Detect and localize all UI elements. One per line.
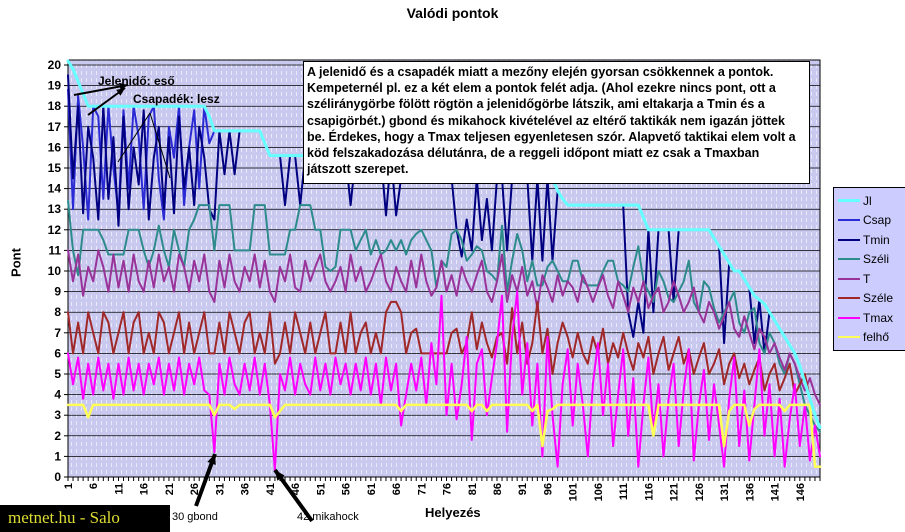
- svg-text:146: 146: [795, 483, 807, 501]
- annotation-gbond: 30 gbond: [172, 511, 218, 523]
- x-axis-title: Helyezés: [425, 505, 481, 520]
- svg-text:21: 21: [164, 483, 176, 495]
- svg-text:1: 1: [54, 449, 61, 463]
- svg-text:126: 126: [694, 483, 706, 501]
- svg-text:13: 13: [48, 202, 62, 216]
- svg-text:31: 31: [214, 483, 226, 495]
- svg-text:51: 51: [315, 483, 327, 495]
- series-T: [67, 249, 821, 406]
- legend-swatch: [838, 219, 860, 222]
- svg-text:5: 5: [54, 367, 61, 381]
- svg-text:36: 36: [240, 483, 252, 495]
- svg-text:4: 4: [54, 388, 61, 402]
- svg-text:111: 111: [618, 483, 630, 500]
- legend-item-Jl: Jl: [838, 191, 905, 211]
- svg-text:1: 1: [63, 483, 75, 489]
- svg-text:61: 61: [366, 483, 378, 495]
- annotation-mikahock: 42 mikahock: [297, 511, 359, 523]
- legend-swatch: [838, 336, 860, 339]
- legend-swatch: [838, 277, 860, 280]
- x-tick-labels: 1 6 11 16 21 26 31 36 41 46 51 56 61 66 71 76 81 86 91 96 10…: [63, 483, 807, 501]
- svg-text:3: 3: [54, 408, 61, 422]
- annotation-jelenido: Jelenidő: eső: [98, 74, 175, 88]
- legend-label: Széli: [863, 252, 890, 267]
- legend-swatch: [838, 238, 860, 241]
- svg-text:7: 7: [54, 326, 61, 340]
- legend-item-T: T: [838, 269, 905, 289]
- svg-text:101: 101: [568, 483, 580, 501]
- legend-item-Tmax: Tmax: [838, 308, 905, 328]
- svg-text:81: 81: [467, 483, 479, 495]
- svg-text:15: 15: [48, 161, 62, 175]
- legend-swatch: [838, 258, 860, 261]
- svg-text:71: 71: [416, 483, 428, 495]
- svg-text:86: 86: [492, 483, 504, 495]
- svg-text:0: 0: [54, 470, 61, 484]
- legend-label: Tmax: [863, 310, 893, 325]
- svg-text:91: 91: [517, 483, 529, 495]
- legend: Jl Csap Tmin Széli T Széle Tmax felhő: [833, 187, 905, 351]
- x-ticks: [67, 477, 821, 481]
- legend-label: felhő: [863, 330, 890, 345]
- svg-text:121: 121: [669, 483, 681, 501]
- svg-text:16: 16: [48, 140, 62, 154]
- svg-text:41: 41: [265, 483, 277, 495]
- chart-title: Valódi pontok: [406, 5, 499, 21]
- legend-item-Széle: Széle: [838, 289, 905, 309]
- legend-label: T: [863, 271, 871, 286]
- svg-text:17: 17: [48, 120, 62, 134]
- svg-text:141: 141: [770, 483, 782, 501]
- legend-swatch: [838, 199, 860, 203]
- annotation-csapadek: Csapadék: lesz: [133, 92, 220, 106]
- svg-text:6: 6: [88, 483, 100, 489]
- annotation-arrows: [73, 82, 314, 523]
- svg-text:26: 26: [189, 483, 201, 495]
- svg-text:66: 66: [391, 483, 403, 495]
- svg-text:18: 18: [48, 99, 62, 113]
- svg-text:16: 16: [139, 483, 151, 495]
- svg-text:106: 106: [593, 483, 605, 501]
- svg-text:96: 96: [542, 483, 554, 495]
- svg-text:131: 131: [719, 483, 731, 501]
- legend-item-Csap: Csap: [838, 211, 905, 231]
- legend-label: Széle: [863, 291, 894, 306]
- legend-item-Tmin: Tmin: [838, 230, 905, 250]
- svg-text:14: 14: [48, 182, 62, 196]
- comment-textbox: A jelenidő és a csapadék miatt a mezőny …: [303, 61, 810, 184]
- legend-item-Széli: Széli: [838, 250, 905, 270]
- svg-text:11: 11: [113, 483, 125, 495]
- legend-label: Tmin: [863, 232, 890, 247]
- svg-text:11: 11: [48, 243, 61, 257]
- y-axis-title: Pont: [8, 248, 24, 277]
- svg-text:116: 116: [643, 483, 655, 501]
- legend-label: Csap: [863, 213, 892, 228]
- svg-text:12: 12: [48, 223, 62, 237]
- legend-item-felhő: felhő: [838, 328, 905, 348]
- watermark: metnet.hu - Salo: [0, 505, 170, 532]
- svg-text:76: 76: [442, 483, 454, 495]
- svg-text:6: 6: [54, 346, 61, 360]
- legend-swatch: [838, 316, 860, 319]
- svg-text:8: 8: [54, 305, 61, 319]
- series-felhő: [66, 403, 822, 468]
- series-Széli: [67, 200, 821, 433]
- svg-text:2: 2: [54, 429, 61, 443]
- svg-text:56: 56: [341, 483, 353, 495]
- series-Tmax: [67, 290, 821, 472]
- svg-text:136: 136: [744, 483, 756, 501]
- legend-label: Jl: [863, 193, 872, 208]
- svg-text:19: 19: [48, 79, 62, 93]
- svg-text:20: 20: [48, 58, 62, 72]
- svg-text:9: 9: [54, 285, 61, 299]
- svg-text:10: 10: [48, 264, 62, 278]
- legend-swatch: [838, 297, 860, 300]
